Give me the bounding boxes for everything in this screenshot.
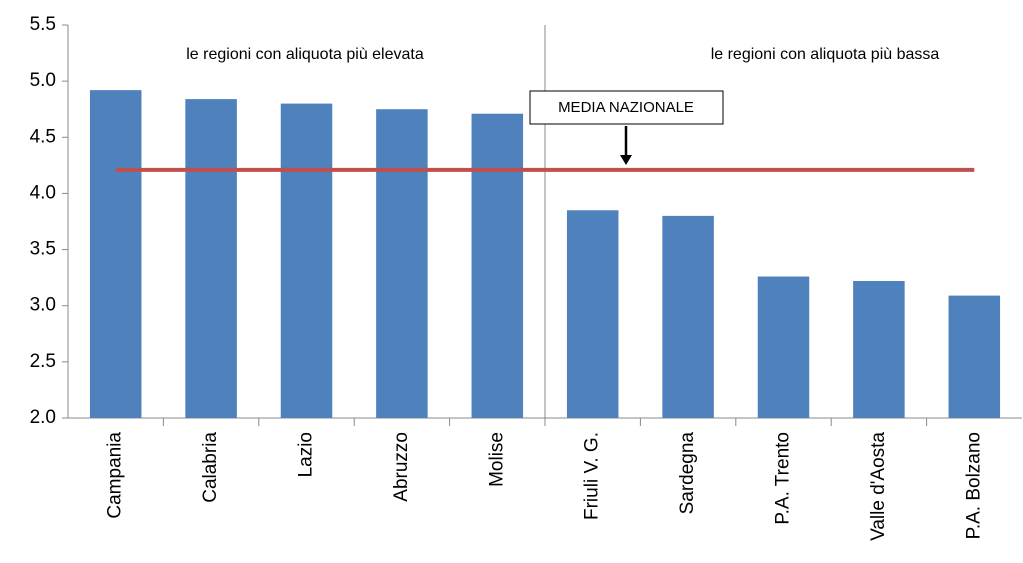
x-tick-label: P.A. Bolzano (963, 432, 984, 539)
x-tick-label: Calabria (200, 432, 221, 503)
bar (280, 103, 333, 418)
arrow-head (620, 155, 632, 165)
bar (566, 210, 619, 418)
x-tick-label: Valle d'Aosta (868, 432, 889, 541)
bar (471, 113, 524, 418)
x-tick-label: Lazio (296, 432, 317, 477)
bar (757, 276, 810, 418)
x-tick-label: Abruzzo (391, 432, 412, 502)
bar (853, 281, 905, 418)
bar (89, 90, 142, 418)
bar (662, 215, 714, 418)
y-tick-label: 4.5 (30, 126, 56, 147)
x-tick-label: Friuli V. G. (582, 432, 603, 520)
y-tick-label: 3.5 (30, 239, 56, 260)
x-tick-label: Campania (105, 432, 126, 519)
x-tick-label: P.A. Trento (773, 432, 794, 525)
y-tick-label: 4.0 (30, 182, 56, 203)
bar (376, 109, 428, 418)
y-tick-label: 2.0 (30, 407, 56, 428)
reference-label: MEDIA NAZIONALE (558, 99, 694, 116)
y-tick-label: 2.5 (30, 351, 56, 372)
group-label: le regioni con aliquota più elevata (186, 46, 424, 63)
x-tick-label: Sardegna (677, 432, 698, 515)
y-tick-label: 5.5 (30, 14, 56, 35)
y-tick-label: 5.0 (30, 70, 56, 91)
bar (948, 295, 1001, 418)
annotation-box (529, 90, 724, 125)
x-tick-label: Molise (486, 432, 507, 487)
bar (185, 99, 237, 418)
group-label: le regioni con aliquota più bassa (711, 46, 940, 63)
y-tick-label: 3.0 (30, 295, 56, 316)
